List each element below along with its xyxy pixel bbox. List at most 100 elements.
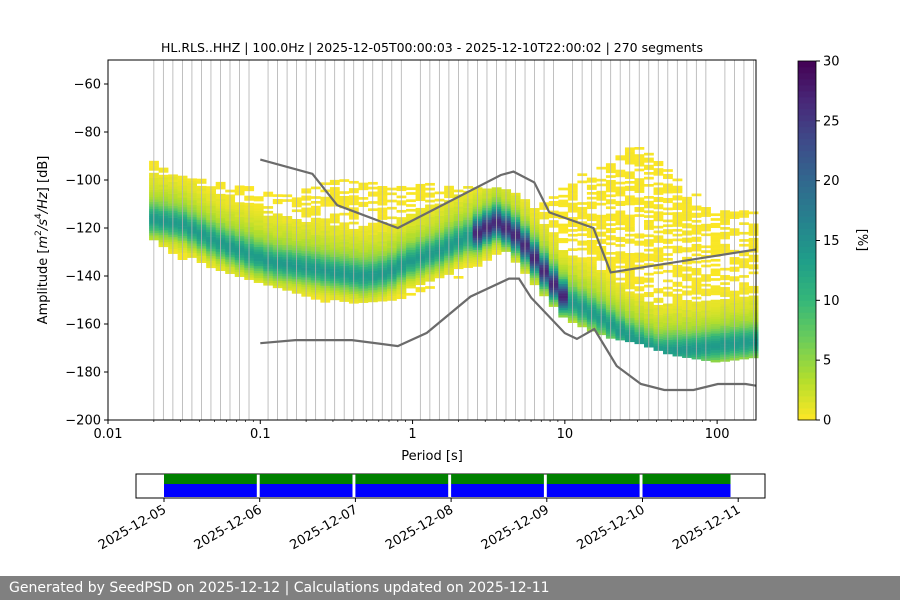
colorbar-swatch	[798, 378, 816, 385]
psd-heatmap	[149, 147, 759, 363]
x-tick-label: 100	[705, 427, 730, 442]
heatmap-cell	[558, 286, 569, 289]
heatmap-cell	[558, 269, 569, 272]
heatmap-cell	[710, 302, 721, 305]
heatmap-cell	[710, 321, 721, 325]
colorbar-tick-label: 30	[823, 55, 840, 70]
timeline-tick-label: 2025-12-10	[575, 502, 648, 553]
colorbar-swatch	[798, 312, 816, 319]
y-axis-label-part: Amplitude [	[36, 249, 51, 325]
x-tick-label: 0.01	[94, 427, 123, 442]
colorbar-swatch	[798, 384, 816, 391]
heatmap-cell	[710, 350, 721, 353]
y-axis-label-part: /	[36, 224, 51, 231]
heatmap-cell	[253, 263, 264, 267]
colorbar-swatch	[798, 168, 816, 176]
heatmap-cell	[253, 227, 264, 231]
heatmap-cell	[406, 273, 416, 277]
heatmap-cell	[406, 276, 416, 279]
footer-text: Generated by SeedPSD on 2025-12-12 | Cal…	[9, 580, 550, 596]
heatmap-cell	[710, 352, 721, 356]
heatmap-cell	[253, 246, 264, 250]
heatmap-cell	[558, 194, 569, 198]
noise-model-lines	[260, 158, 756, 392]
colorbar-swatch	[798, 258, 816, 265]
colorbar-swatch	[798, 300, 816, 307]
heatmap-cell	[710, 328, 721, 332]
timeline-bar-lower	[451, 484, 544, 497]
heatmap-cell	[558, 266, 569, 270]
colorbar-swatch	[798, 198, 816, 205]
colorbar-swatch	[798, 408, 816, 415]
heatmap-cell	[253, 210, 264, 214]
timeline-bar-upper	[259, 474, 353, 484]
colorbar-swatch	[798, 66, 816, 74]
colorbar-swatch	[798, 282, 816, 289]
heatmap-cell	[406, 278, 416, 282]
heatmap-cell	[406, 240, 416, 243]
colorbar-swatch	[798, 396, 816, 403]
heatmap-cell	[406, 232, 416, 236]
heatmap-cell	[558, 262, 569, 265]
heatmap-cell	[710, 232, 721, 236]
colorbar-swatch	[798, 318, 816, 325]
heatmap-cell	[406, 266, 416, 270]
heatmap-cell	[406, 249, 416, 253]
heatmap-cell	[710, 345, 721, 349]
heatmap-cell	[558, 238, 569, 241]
heatmap-cell	[558, 187, 569, 191]
heatmap-cell	[710, 292, 721, 296]
colorbar-swatch	[798, 402, 816, 409]
noise-model-nhnm	[260, 158, 756, 274]
colorbar-swatch	[798, 180, 816, 188]
colorbar-swatch	[798, 132, 816, 140]
heatmap-cell	[406, 208, 416, 212]
heatmap-cell	[253, 220, 264, 223]
heatmap-cell	[406, 187, 416, 191]
colorbar-swatch	[798, 108, 816, 116]
colorbar-swatch	[798, 162, 816, 170]
heatmap-cell	[558, 307, 569, 311]
colorbar-swatch	[798, 156, 816, 164]
heatmap-cell	[710, 273, 721, 277]
timeline-bar-lower	[642, 484, 731, 497]
heatmap-cell	[253, 261, 264, 264]
y-tick-label: −120	[65, 222, 101, 237]
heatmap-cell	[406, 199, 416, 203]
heatmap-cell	[253, 275, 264, 279]
heatmap-cell	[710, 237, 721, 241]
heatmap-cell	[710, 330, 721, 334]
heatmap-cell	[253, 198, 264, 202]
y-axis-label: Amplitude [m2/s4/Hz] [dB]	[34, 156, 51, 325]
heatmap-cell	[558, 295, 569, 299]
data-availability-timeline: 2025-12-05 2025-12-06 2025-12-07 2025-12-08…	[96, 473, 766, 553]
colorbar-swatch	[798, 324, 816, 331]
y-tick-label: −200	[65, 414, 101, 429]
heatmap-cell	[710, 268, 721, 272]
timeline-bar-lower	[259, 484, 353, 497]
colorbar-swatch	[798, 204, 816, 211]
heatmap-cell	[406, 254, 416, 258]
colorbar-swatch	[798, 270, 816, 277]
heatmap-cell	[710, 263, 721, 267]
heatmap-cell	[558, 302, 569, 306]
heatmap-cell	[710, 218, 721, 221]
heatmap-cell	[710, 244, 721, 248]
y-axis-label-part: /	[36, 207, 51, 214]
colorbar-swatch	[798, 96, 816, 104]
heatmap-cell	[710, 359, 721, 363]
heatmap-cell	[406, 268, 416, 272]
heatmap-cell	[406, 247, 416, 251]
y-tick-label: −160	[65, 318, 101, 333]
heatmap-cell	[406, 230, 416, 234]
heatmap-cell	[253, 229, 264, 233]
colorbar-swatch	[798, 372, 816, 379]
heatmap-cell	[406, 228, 416, 231]
heatmap-cell	[253, 222, 264, 226]
heatmap-cell	[710, 249, 721, 253]
timeline-tick-label: 2025-12-05	[96, 502, 169, 553]
y-tick-label: −140	[65, 270, 101, 285]
timeline-tick-label: 2025-12-07	[287, 502, 360, 553]
heatmap-cell	[558, 257, 569, 260]
y-axis-label-part: ] [dB]	[36, 156, 51, 193]
